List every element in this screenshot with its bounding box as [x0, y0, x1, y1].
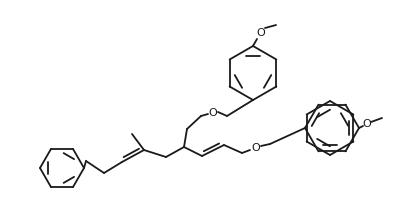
Text: O: O	[209, 108, 217, 118]
Text: O: O	[252, 143, 261, 153]
Text: O: O	[363, 119, 372, 129]
Text: O: O	[256, 28, 266, 38]
